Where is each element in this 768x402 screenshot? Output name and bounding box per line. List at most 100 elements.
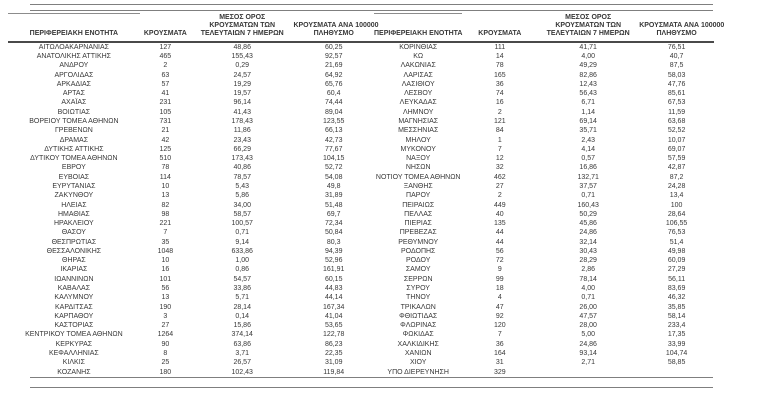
- per-100k-cell: 76,51: [667, 43, 686, 51]
- table-row: ΚΑΣΤΟΡΙΑΣ 27 15,86 53,65: [8, 321, 374, 330]
- per-100k-cell: 85,61: [667, 90, 686, 98]
- per-100k-cell: 27,29: [667, 266, 686, 274]
- region-name-cell: ΧΑΛΚΙΔΙΚΗΣ: [397, 340, 439, 348]
- region-name-cell: ΑΙΤΩΛΟΑΚΑΡΝΑΝΙΑΣ: [38, 43, 109, 51]
- avg-7day-cell: 24,86: [579, 229, 597, 237]
- per-100k-cell: 51,4: [669, 238, 684, 246]
- region-name-cell: ΙΚΑΡΙΑΣ: [60, 266, 88, 274]
- region-name-cell: ΛΕΥΚΑΔΑΣ: [399, 99, 437, 107]
- avg-7day-cell: 0,71: [581, 294, 595, 302]
- avg-7day-cell: 178,43: [231, 117, 253, 125]
- table-row: ΘΑΣΟΥ 7 0,71 50,84: [8, 228, 374, 237]
- per-100k-cell: 80,3: [326, 238, 341, 246]
- table-row: ΒΟΙΩΤΙΑΣ 105 41,43 89,04: [8, 108, 374, 117]
- cases-cell: 14: [495, 53, 504, 60]
- table-row: ΦΛΩΡΙΝΑΣ 120 28,00 233,4: [374, 321, 714, 330]
- per-100k-cell: 65,76: [324, 80, 343, 88]
- column-header-label-line: ΤΕΛΕΥΤΑΙΩΝ 7 ΗΜΕΡΩΝ: [546, 30, 630, 38]
- region-name-cell: ΘΗΡΑΣ: [62, 257, 86, 265]
- per-100k-cell: 21,69: [324, 62, 343, 70]
- table-row: ΠΕΛΛΑΣ 40 50,29 28,64: [374, 210, 714, 219]
- cases-cell: 221: [159, 220, 172, 228]
- avg-7day-cell: 132,71: [577, 173, 599, 181]
- avg-7day-cell: 0,14: [235, 312, 250, 320]
- region-name-cell: ΣΕΡΡΩΝ: [403, 275, 433, 283]
- region-name-cell: ΘΕΣΣΑΛΟΝΙΚΗΣ: [46, 247, 102, 255]
- region-name-cell: ΡΟΔΟΥ: [406, 257, 431, 265]
- avg-7day-cell: 66,29: [233, 145, 251, 153]
- cases-cell: 82: [161, 201, 170, 209]
- table-row: ΛΕΥΚΑΔΑΣ 16 6,71 67,53: [374, 98, 714, 107]
- avg-7day-cell: 47,57: [579, 312, 597, 320]
- cases-cell: 180: [159, 368, 172, 376]
- cases-cell: 57: [161, 80, 170, 88]
- cases-cell: 78: [161, 164, 170, 172]
- avg-7day-cell: 35,71: [579, 127, 597, 135]
- avg-7day-cell: 32,14: [579, 238, 597, 246]
- cases-cell: 164: [493, 350, 506, 357]
- per-100k-cell: 10,07: [667, 136, 686, 144]
- avg-7day-cell: 0,86: [235, 266, 250, 274]
- avg-7day-cell: 30,43: [579, 247, 597, 255]
- table-row: ΑΙΤΩΛΟΑΚΑΡΝΑΝΙΑΣ 127 48,86 60,25: [8, 42, 374, 52]
- region-name-cell: ΜΗΛΟΥ: [405, 136, 431, 144]
- region-name-cell: ΑΝΔΡΟΥ: [59, 62, 89, 70]
- region-name-cell: ΚΕΝΤΡΙΚΟΥ ΤΟΜΕΑ ΑΘΗΝΩΝ: [25, 331, 123, 339]
- per-100k-cell: 86,23: [324, 340, 343, 348]
- table-row: ΛΑΚΩΝΙΑΣ 78 49,29 87,5: [374, 61, 714, 70]
- avg-7day-cell: 28,00: [579, 322, 597, 330]
- region-name-cell: ΤΡΙΚΑΛΩΝ: [400, 303, 436, 311]
- region-name-cell: ΠΕΛΛΑΣ: [404, 210, 433, 218]
- region-name-cell: ΓΡΕΒΕΝΩΝ: [54, 127, 93, 135]
- avg-7day-cell: 2,71: [581, 359, 595, 367]
- cases-cell: 32: [495, 164, 504, 172]
- per-100k-cell: 44,14: [324, 294, 343, 302]
- per-100k-cell: 69,7: [326, 210, 341, 218]
- region-name-cell: ΙΩΑΝΝΙΝΩΝ: [54, 275, 94, 283]
- table-row: ΧΑΝΙΩΝ 164 93,14 104,74: [374, 349, 714, 358]
- avg-7day-cell: 160,43: [577, 201, 599, 209]
- table-row: ΖΑΚΥΝΘΟΥ 13 5,86 31,89: [8, 191, 374, 200]
- region-name-cell: ΦΩΚΙΔΑΣ: [402, 331, 434, 339]
- region-name-cell: ΤΗΝΟΥ: [406, 294, 431, 302]
- cases-cell: 7: [497, 145, 502, 153]
- table-row: ΚΕΦΑΛΛΗΝΙΑΣ 8 3,71 22,35: [8, 349, 374, 358]
- column-header-per-100k: ΚΡΟΥΣΜΑΤΑ ΑΝΑ 100000 ΠΛΗΘΥΣΜΟ: [639, 13, 724, 43]
- column-header-label-line: ΠΛΗΘΥΣΜΟ: [656, 30, 697, 38]
- table-row: ΚΑΒΑΛΑΣ 56 33,86 44,83: [8, 284, 374, 293]
- avg-7day-cell: 19,57: [233, 90, 251, 98]
- avg-7day-cell: 28,14: [233, 303, 251, 311]
- avg-7day-cell: 49,29: [579, 62, 597, 70]
- table-row: ΑΡΚΑΔΙΑΣ 57 19,29 65,76: [8, 80, 374, 89]
- cases-cell: 78: [495, 62, 504, 70]
- region-name-cell: ΣΑΜΟΥ: [405, 266, 431, 274]
- region-name-cell: ΚΑΒΑΛΑΣ: [57, 285, 91, 293]
- cases-cell: 42: [161, 136, 170, 144]
- column-header-label: ΠΕΡΙΦΕΡΕΙΑΚΗ ΕΝΟΤΗΤΑ: [374, 30, 463, 38]
- cases-cell: 27: [495, 182, 504, 190]
- per-100k-cell: 52,72: [324, 164, 343, 172]
- avg-7day-cell: 19,29: [233, 80, 251, 88]
- per-100k-cell: 60,09: [667, 257, 686, 265]
- avg-7day-cell: 54,57: [233, 275, 251, 283]
- table-row: ΑΡΤΑΣ 41 19,57 60,4: [8, 89, 374, 98]
- avg-7day-cell: 26,57: [233, 359, 251, 367]
- table-row: ΜΑΓΝΗΣΙΑΣ 121 69,14 63,68: [374, 117, 714, 126]
- per-100k-cell: 50,84: [324, 229, 343, 237]
- table-row: ΚΙΛΚΙΣ 25 26,57 31,09: [8, 358, 374, 367]
- table-row: ΥΠΟ ΔΙΕΡΕΥΝΗΣΗ 329: [374, 368, 714, 377]
- column-header-per-100k: ΚΡΟΥΣΜΑΤΑ ΑΝΑ 100000 ΠΛΗΘΥΣΜΟ: [293, 13, 379, 43]
- cases-cell: 3: [163, 312, 168, 320]
- cases-cell: 27: [161, 322, 170, 330]
- table-row: ΕΥΒΟΙΑΣ 114 78,57 54,08: [8, 173, 374, 182]
- table-row: ΗΡΑΚΛΕΙΟΥ 221 100,57 72,34: [8, 219, 374, 228]
- table-row: ΤΡΙΚΑΛΩΝ 47 26,00 35,85: [374, 303, 714, 312]
- per-100k-cell: 104,15: [323, 155, 345, 163]
- region-name-cell: ΛΗΜΝΟΥ: [402, 108, 434, 116]
- table-row: ΝΟΤΙΟΥ ΤΟΜΕΑ ΑΘΗΝΩΝ 462 132,71 87,2: [374, 173, 714, 182]
- column-header-cases: ΚΡΟΥΣΜΑΤΑ: [462, 13, 538, 43]
- avg-7day-cell: 5,00: [581, 331, 595, 339]
- cases-cell: 56: [161, 285, 170, 293]
- cases-cell: 84: [495, 127, 504, 135]
- table-row: ΒΟΡΕΙΟΥ ΤΟΜΕΑ ΑΘΗΝΩΝ 731 178,43 123,55: [8, 117, 374, 126]
